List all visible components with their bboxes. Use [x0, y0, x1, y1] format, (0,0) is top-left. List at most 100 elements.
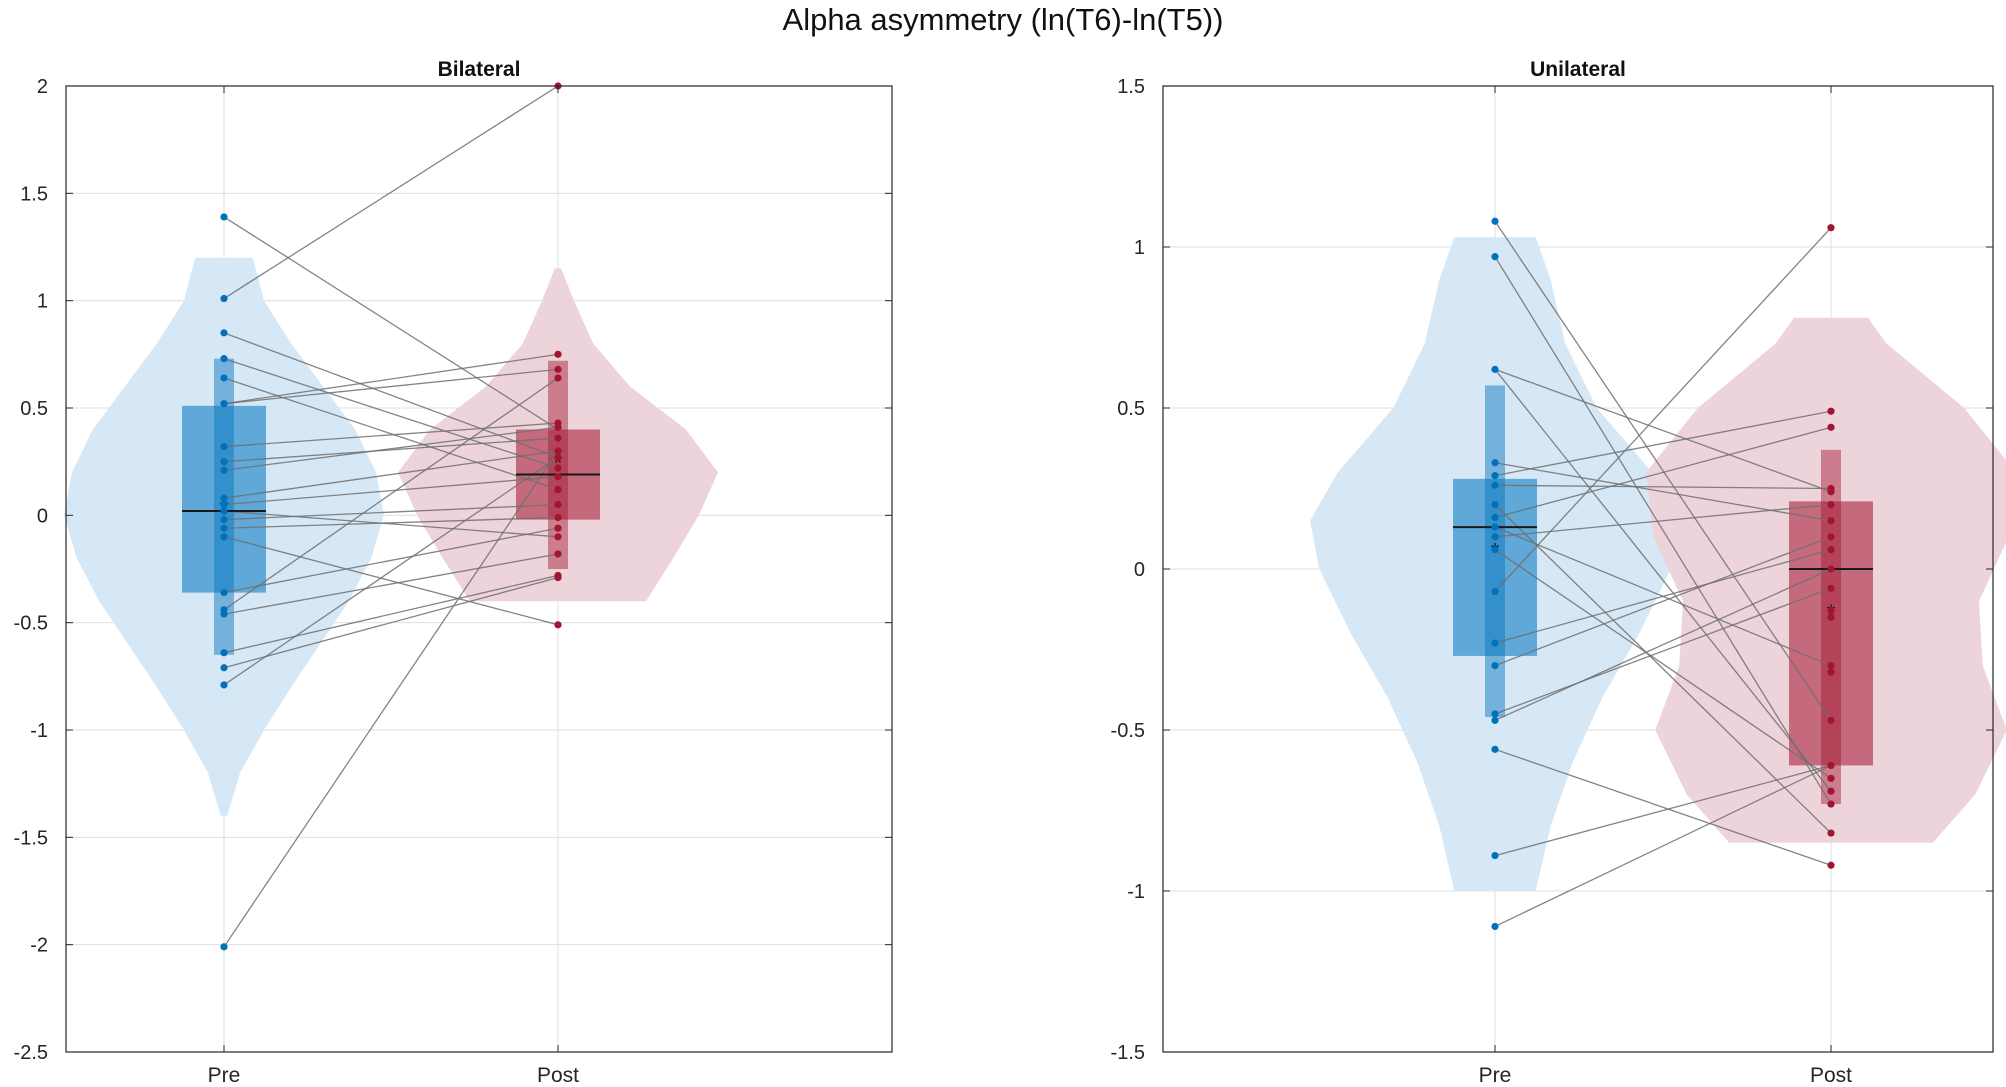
data-point-pre	[1491, 459, 1499, 467]
data-point-pre	[220, 374, 228, 382]
data-point-post	[1827, 533, 1835, 541]
data-point-pre	[1491, 546, 1499, 554]
data-point-pre	[220, 494, 228, 502]
data-point-post	[1827, 761, 1835, 770]
data-point-post	[554, 513, 562, 522]
pair-line	[223, 574, 559, 654]
data-point-post	[1827, 716, 1835, 724]
data-point-post	[1827, 407, 1835, 415]
pair-line	[223, 426, 559, 471]
figure-title: Alpha asymmetry (ln(T6)-ln(T5))	[782, 2, 1224, 37]
pair-line	[1494, 462, 1832, 522]
data-point-post	[1827, 501, 1835, 509]
data-point-post	[554, 573, 562, 582]
data-point-post	[554, 485, 562, 494]
data-point-pre	[1491, 922, 1499, 931]
data-point-pre	[220, 610, 228, 618]
y-tick-label: -1	[1127, 881, 1145, 903]
y-tick-label: -1.5	[14, 827, 48, 849]
data-point-pre	[220, 400, 228, 408]
pair-line	[1494, 256, 1832, 805]
pair-line	[1494, 484, 1832, 490]
pair-line	[1494, 536, 1832, 667]
data-point-post	[1827, 829, 1835, 837]
data-point-post	[554, 473, 562, 481]
data-point-post	[554, 501, 562, 509]
pair-line	[223, 450, 559, 499]
pair-line	[223, 377, 559, 611]
data-point-post	[1827, 224, 1835, 232]
pair-line	[223, 450, 559, 948]
data-point-pre	[220, 466, 228, 474]
x-tick-label: Pre	[1479, 1064, 1512, 1087]
y-tick-label: 0.5	[1117, 398, 1145, 420]
panel-title: Unilateral	[1530, 58, 1626, 81]
pair-line	[223, 576, 559, 669]
pair-line	[1494, 426, 1832, 519]
data-point-pre	[1491, 481, 1499, 489]
data-point-pre	[220, 943, 228, 951]
data-point-post	[1827, 861, 1835, 869]
data-point-pre	[1491, 365, 1499, 373]
data-point-post	[1827, 584, 1835, 592]
data-point-post	[1827, 517, 1835, 525]
pair-line	[1494, 220, 1832, 721]
data-point-post	[554, 533, 562, 541]
pair-line	[1494, 504, 1832, 834]
y-tick-label: 1.5	[20, 183, 48, 205]
data-point-post	[1827, 662, 1835, 670]
data-point-pre	[220, 213, 228, 221]
data-point-post	[554, 423, 562, 431]
data-point-pre	[1491, 716, 1499, 724]
data-point-pre	[1491, 587, 1499, 596]
data-point-post	[1827, 774, 1835, 782]
pair-line	[1494, 549, 1832, 644]
pair-line	[223, 353, 559, 405]
data-point-post	[554, 447, 562, 455]
pair-line	[223, 216, 559, 431]
pair-line	[223, 456, 559, 686]
data-point-post	[1827, 607, 1835, 615]
data-point-pre	[1491, 662, 1499, 670]
data-point-pre	[1491, 513, 1499, 522]
pair-line	[223, 332, 559, 458]
box-post	[1789, 501, 1873, 766]
data-point-pre	[1491, 501, 1499, 509]
pair-line	[1494, 764, 1832, 928]
y-tick-label: 0	[37, 505, 48, 527]
data-point-pre	[1491, 472, 1499, 480]
data-point-post	[1827, 787, 1835, 795]
data-point-post	[1827, 668, 1835, 676]
data-point-post	[1827, 423, 1835, 431]
data-point-pre	[220, 649, 228, 657]
data-point-pre	[1491, 253, 1499, 261]
data-point-pre	[220, 589, 228, 597]
pair-line	[1494, 227, 1832, 592]
y-tick-label: -0.5	[14, 613, 48, 635]
axes-box	[65, 85, 893, 1053]
y-tick-label: 1	[1134, 237, 1145, 259]
pair-line	[223, 476, 559, 506]
bilateral-panel: **21.510.50-0.5-1-1.5-2-2.5PrePostBilate…	[14, 58, 893, 1087]
pair-line	[1494, 549, 1832, 779]
data-point-post	[554, 350, 562, 358]
data-point-post	[554, 550, 562, 558]
mean-marker-post: *	[554, 451, 563, 476]
data-point-pre	[220, 501, 228, 509]
y-tick-label: -2	[30, 935, 48, 957]
data-point-post	[554, 365, 562, 373]
data-point-post	[1827, 800, 1835, 808]
data-point-post	[554, 464, 562, 472]
pair-line	[1494, 764, 1832, 857]
data-point-pre	[1491, 745, 1499, 753]
pair-line	[223, 85, 559, 300]
pair-line	[223, 503, 559, 521]
data-point-pre	[220, 516, 228, 524]
data-point-post	[554, 524, 562, 532]
data-point-pre	[220, 524, 228, 532]
pair-line	[223, 527, 559, 594]
y-tick-label: -2.5	[14, 1042, 48, 1064]
pair-line	[223, 358, 559, 469]
pair-line	[223, 536, 559, 626]
